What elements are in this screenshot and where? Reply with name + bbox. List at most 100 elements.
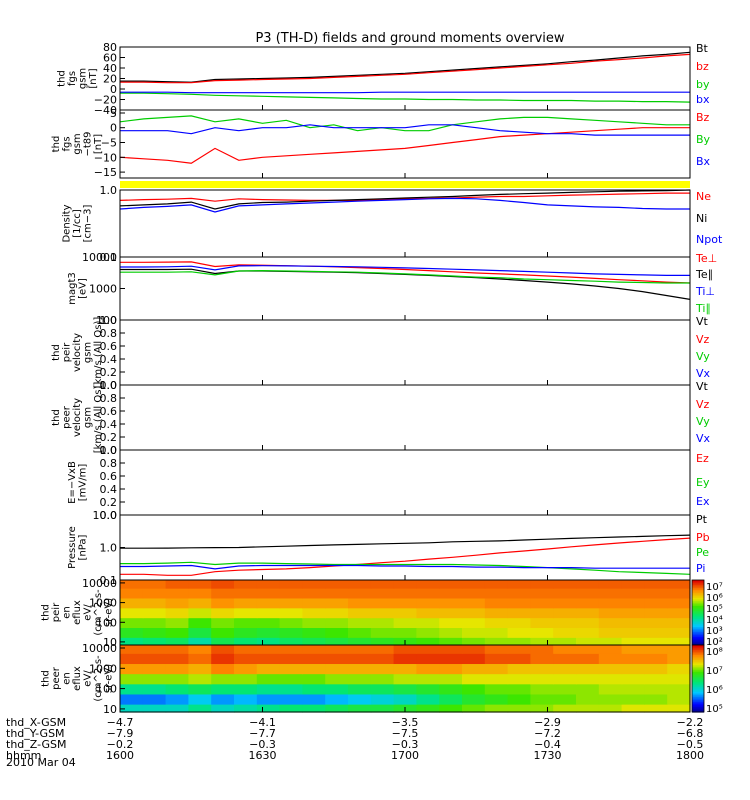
heatmap-cell <box>234 580 258 589</box>
colorbar-segment <box>692 691 704 695</box>
heatmap-cell <box>644 627 668 638</box>
heatmap-cell <box>256 627 281 638</box>
heatmap-cell <box>598 663 623 675</box>
heatmap-cell <box>234 627 258 638</box>
heatmap-cell <box>462 607 486 619</box>
heatmap-cell <box>598 637 623 646</box>
heatmap-cell <box>416 617 440 629</box>
heatmap-cell <box>462 588 486 599</box>
colorbar-segment <box>692 601 704 604</box>
y-tick-label: 100 <box>96 683 117 696</box>
panel-frame <box>119 256 691 321</box>
colorbar-segment <box>692 681 704 685</box>
legend-label: Bx <box>696 155 711 168</box>
heatmap-cell <box>621 607 645 619</box>
heatmap-cell <box>530 617 554 629</box>
heatmap-cell <box>393 627 417 638</box>
heatmap-cell <box>120 637 144 646</box>
colorbar-segment <box>692 670 704 673</box>
heatmap-cell <box>507 627 531 638</box>
heatmap-cell <box>553 683 577 695</box>
heatmap-cell <box>256 597 281 609</box>
colorbar-segment <box>692 581 704 584</box>
heatmap-cell <box>325 653 349 665</box>
y-tick-label: 0.0 <box>100 509 118 522</box>
colorbar-segment <box>692 656 704 659</box>
colorbar-segment <box>692 619 704 622</box>
colorbar-segment <box>692 695 704 698</box>
y-axis-label-line: [eV] <box>77 278 88 299</box>
colorbar-tick-label: 10⁵ <box>706 604 723 615</box>
y-tick-label: 0.6 <box>100 470 118 483</box>
legend-label: Pi <box>696 562 705 575</box>
heatmap-cell <box>279 704 303 713</box>
y-tick-label: 1.0 <box>100 314 118 327</box>
heatmap-cell <box>234 617 258 629</box>
heatmap-cell <box>576 673 600 685</box>
colorbar-segment <box>692 696 704 700</box>
heatmap-cell <box>484 607 509 619</box>
heatmap-cell <box>165 607 189 619</box>
heatmap-cell <box>234 588 258 599</box>
heatmap-cell <box>576 704 600 713</box>
x-axis-row-label: hhmm <box>6 749 41 762</box>
heatmap-cell <box>644 673 668 685</box>
heatmap-cell <box>188 627 212 638</box>
heatmap-cell <box>621 693 645 705</box>
heatmap-cell <box>644 580 668 589</box>
legend-label: Ni <box>696 212 707 225</box>
heatmap-cell <box>393 645 417 654</box>
heatmap-cell <box>553 607 577 619</box>
y-tick-label: 0.4 <box>100 418 118 431</box>
colorbar-segment <box>692 617 704 620</box>
heatmap-cell <box>530 627 554 638</box>
heatmap-cell <box>507 588 531 599</box>
y-axis-label-line: peer <box>51 666 62 690</box>
heatmap-cell <box>120 617 144 629</box>
x-axis-row-label: thd_Z-GSM <box>6 738 66 751</box>
heatmap-cell <box>462 653 486 665</box>
heatmap-cell <box>188 580 212 589</box>
heatmap-cell <box>165 645 189 654</box>
heatmap-cell <box>462 580 486 589</box>
heatmap-cell <box>439 637 463 646</box>
heatmap-cell <box>530 653 554 665</box>
heatmap-cell <box>644 607 668 619</box>
heatmap-cell <box>370 617 395 629</box>
legend-label: Vy <box>696 350 710 363</box>
heatmap-cell <box>644 704 668 713</box>
heatmap-cell <box>348 597 372 609</box>
heatmap-cell <box>279 673 303 685</box>
colorbar-segment <box>692 638 704 641</box>
heatmap-cell <box>234 637 258 646</box>
heatmap-cell <box>667 653 691 665</box>
heatmap-cell <box>416 704 440 713</box>
colorbar-segment <box>692 580 704 583</box>
heatmap-cell <box>484 588 509 599</box>
heatmap-cell <box>211 597 235 609</box>
heatmap-cell <box>188 683 212 695</box>
colorbar-segment <box>692 622 704 625</box>
heatmap-cell <box>188 663 212 675</box>
heatmap-cell <box>576 683 600 695</box>
y-tick-label: 1.0 <box>100 184 118 197</box>
heatmap-cell <box>211 617 235 629</box>
colorbar-segment <box>692 663 704 666</box>
heatmap-cell <box>530 597 554 609</box>
heatmap-cell <box>302 693 326 705</box>
colorbar-segment <box>692 678 704 681</box>
legend-label: Ex <box>696 495 710 508</box>
y-axis-label-line: eflux <box>72 600 83 625</box>
heatmap-cell <box>621 627 645 638</box>
heatmap-cell <box>302 607 326 619</box>
x-axis-value: 1600 <box>106 749 134 762</box>
heatmap-cell <box>530 663 554 675</box>
legend-label: Pt <box>696 513 708 526</box>
y-tick-label: 1000 <box>89 597 117 610</box>
y-axis-label-line: thd <box>51 409 62 426</box>
y-axis-label-line: −t89 <box>83 131 94 156</box>
y-tick-label: 0.2 <box>100 431 118 444</box>
legend-label: Vx <box>696 432 711 445</box>
colorbar-segment <box>692 636 704 640</box>
